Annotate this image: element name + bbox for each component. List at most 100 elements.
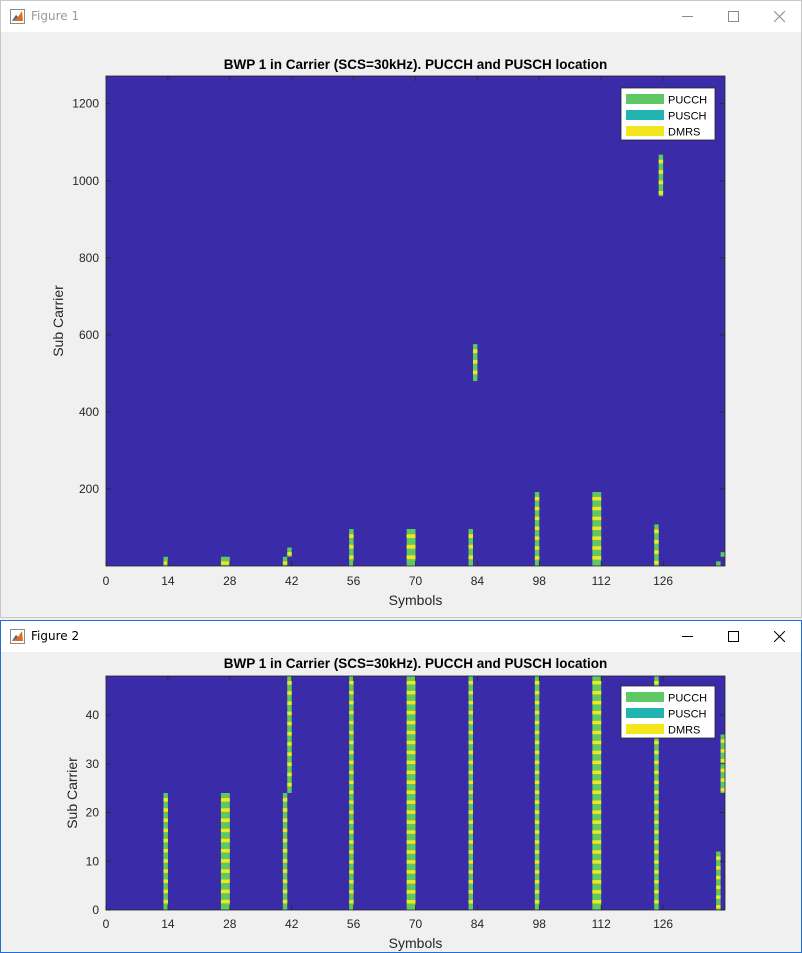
dmrs-cell xyxy=(282,838,288,843)
allocation-block xyxy=(658,154,664,197)
dmrs-cell xyxy=(716,875,721,880)
dmrs-cell xyxy=(468,830,473,834)
dmrs-cell xyxy=(282,818,288,822)
y-tick-label: 40 xyxy=(86,708,100,722)
legend-swatch xyxy=(626,94,664,104)
minimize-button[interactable] xyxy=(665,1,711,32)
close-button[interactable] xyxy=(757,1,802,32)
dmrs-cell xyxy=(534,730,540,735)
pucch-cell xyxy=(716,561,721,566)
dmrs-cell xyxy=(282,869,288,873)
dmrs-cell xyxy=(592,900,602,904)
x-axis-label: Symbols xyxy=(389,592,443,608)
close-button[interactable] xyxy=(757,621,802,652)
dmrs-cell xyxy=(468,534,473,538)
figure-2-window: Figure 2 0 14 28 42 56 70 84 98 112 126 0 10 20 30 40 B… xyxy=(0,620,802,953)
dmrs-cell xyxy=(282,848,288,853)
legend-swatch xyxy=(626,126,664,136)
dmrs-cell xyxy=(349,800,354,804)
dmrs-cell xyxy=(654,850,659,854)
dmrs-cell xyxy=(592,790,602,794)
chart-2: 0 14 28 42 56 70 84 98 112 126 0 10 20 30 40 BWP 1 in C… xyxy=(64,656,726,951)
pucch-cell xyxy=(282,556,288,566)
dmrs-cell xyxy=(534,790,540,794)
dmrs-cell xyxy=(654,790,659,794)
dmrs-cell xyxy=(472,349,478,354)
dmrs-cell xyxy=(534,546,540,550)
dmrs-cell xyxy=(592,740,602,745)
dmrs-cell xyxy=(282,899,288,904)
x-tick-label: 112 xyxy=(592,574,611,588)
dmrs-cell xyxy=(287,731,292,736)
dmrs-cell xyxy=(282,561,288,565)
dmrs-cell xyxy=(654,550,659,555)
matlab-app-icon xyxy=(10,9,25,24)
dmrs-cell xyxy=(534,710,540,715)
dmrs-cell xyxy=(654,780,659,785)
dmrs-cell xyxy=(654,870,659,874)
legend-label: PUSCH xyxy=(668,709,707,721)
x-tick-label: 14 xyxy=(161,574,175,588)
minimize-icon xyxy=(682,16,693,17)
x-tick-label: 42 xyxy=(285,574,299,588)
dmrs-cell xyxy=(592,830,602,834)
dmrs-cell xyxy=(163,869,168,873)
title-bar[interactable]: Figure 1 xyxy=(1,1,801,32)
dmrs-cell xyxy=(287,752,292,756)
dmrs-cell xyxy=(406,544,416,549)
y-tick-label: 400 xyxy=(79,405,99,419)
dmrs-cell xyxy=(534,850,540,854)
allocation-block xyxy=(592,492,602,566)
allocation-block xyxy=(220,793,230,910)
dmrs-cell xyxy=(349,810,354,814)
dmrs-cell xyxy=(349,720,354,725)
dmrs-cell xyxy=(468,555,473,560)
dmrs-cell xyxy=(220,889,230,894)
dmrs-cell xyxy=(720,778,725,782)
dmrs-cell xyxy=(534,780,540,785)
allocation-block xyxy=(406,529,416,566)
dmrs-cell xyxy=(534,820,540,824)
dmrs-cell xyxy=(468,860,473,864)
legend-label: DMRS xyxy=(668,127,700,139)
dmrs-cell xyxy=(468,750,473,755)
dmrs-cell xyxy=(163,818,168,822)
dmrs-cell xyxy=(349,830,354,834)
maximize-icon xyxy=(728,631,739,642)
dmrs-cell xyxy=(349,750,354,755)
title-bar[interactable]: Figure 2 xyxy=(1,621,801,652)
y-axis-label: Sub Carrier xyxy=(64,757,80,829)
x-tick-label: 70 xyxy=(409,917,423,931)
dmrs-cell xyxy=(534,740,540,745)
dmrs-cell xyxy=(534,770,540,775)
dmrs-cell xyxy=(406,890,416,894)
dmrs-cell xyxy=(534,870,540,874)
dmrs-cell xyxy=(349,780,354,785)
dmrs-cell xyxy=(592,516,602,521)
dmrs-cell xyxy=(349,555,354,560)
window-title: Figure 1 xyxy=(31,9,80,23)
dmrs-cell xyxy=(592,840,602,844)
maximize-button[interactable] xyxy=(711,1,757,32)
dmrs-cell xyxy=(592,700,602,705)
dmrs-cell xyxy=(406,770,416,775)
dmrs-cell xyxy=(534,690,540,695)
dmrs-cell xyxy=(720,768,725,773)
x-tick-label: 84 xyxy=(471,917,485,931)
dmrs-cell xyxy=(220,879,230,884)
dmrs-cell xyxy=(468,850,473,854)
dmrs-cell xyxy=(468,900,473,904)
dmrs-cell xyxy=(349,700,354,705)
minimize-button[interactable] xyxy=(665,621,711,652)
dmrs-cell xyxy=(534,720,540,725)
maximize-button[interactable] xyxy=(711,621,757,652)
dmrs-cell xyxy=(592,730,602,735)
matlab-app-icon xyxy=(10,629,25,644)
dmrs-cell xyxy=(654,560,659,565)
legend-swatch xyxy=(626,708,664,718)
dmrs-cell xyxy=(163,561,168,565)
x-tick-label: 98 xyxy=(533,917,547,931)
dmrs-cell xyxy=(716,885,721,890)
dmrs-cell xyxy=(220,899,230,904)
dmrs-cell xyxy=(468,780,473,785)
